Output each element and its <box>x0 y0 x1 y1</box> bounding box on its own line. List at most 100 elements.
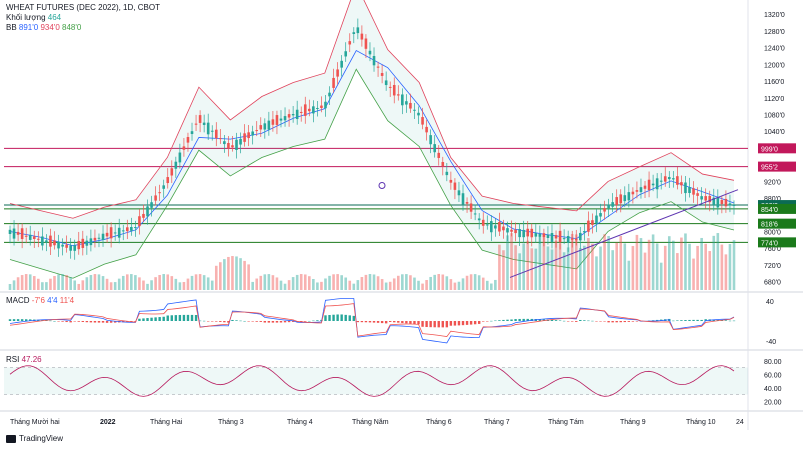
candle-body <box>498 221 501 232</box>
volume-bar <box>267 274 271 290</box>
volume-bar <box>320 281 323 290</box>
candle-body <box>20 228 24 240</box>
bb-basis-value: 891'0 <box>18 23 39 32</box>
macd-histogram-bar <box>724 320 728 321</box>
bb-lower-value: 848'0 <box>62 23 82 32</box>
candle-body <box>101 233 105 240</box>
macd-histogram-bar <box>469 321 473 325</box>
macd-histogram-bar <box>190 314 194 321</box>
volume-bar <box>728 244 732 290</box>
macd-histogram-bar <box>595 321 598 322</box>
candle-body <box>8 229 12 234</box>
candle-body <box>336 69 339 77</box>
volume-bar <box>546 246 550 290</box>
candle-body <box>182 146 186 150</box>
volume-bar <box>194 274 198 290</box>
candle-body <box>542 233 546 238</box>
macd-histogram-bar <box>554 320 558 321</box>
macd-histogram-bar <box>73 321 76 322</box>
level-tag <box>758 203 796 214</box>
candle-body <box>732 204 736 206</box>
candle-body <box>210 130 214 132</box>
volume-bar <box>150 280 153 290</box>
macd-histogram-bar <box>49 320 52 322</box>
candle-body <box>627 192 631 201</box>
price-tick-label: 1080'0 <box>764 112 785 119</box>
time-tick-label: Tháng Tám <box>548 419 584 426</box>
volume-bar <box>498 244 501 290</box>
price-tick-label: 880'0 <box>764 196 781 203</box>
macd-histogram-bar <box>20 319 24 321</box>
volume-bar <box>485 280 489 290</box>
volume-bar <box>166 274 170 290</box>
macd-histogram-bar <box>275 321 279 323</box>
candle-body <box>85 240 89 246</box>
macd-histogram-bar <box>29 319 32 321</box>
candle-body <box>275 115 279 125</box>
bb-label: BB <box>6 23 17 32</box>
macd-histogram-bar <box>619 321 622 323</box>
candle-body <box>554 235 558 239</box>
macd-histogram-bar <box>425 321 428 328</box>
macd-histogram-bar <box>215 321 218 322</box>
candle-body <box>481 219 485 226</box>
volume-bar <box>534 248 538 290</box>
candle-body <box>384 80 388 86</box>
macd-histogram-bar <box>482 321 485 322</box>
volume-bar <box>587 238 590 290</box>
macd-histogram-bar <box>53 320 56 322</box>
volume-bar <box>16 277 20 290</box>
volume-bar <box>655 243 659 290</box>
macd-histogram-bar <box>397 321 400 323</box>
candle-body <box>696 193 699 196</box>
volume-bar <box>235 256 238 290</box>
macd-hist-value: -7'6 <box>31 296 45 305</box>
volume-bar <box>368 274 372 290</box>
macd-histogram-bar <box>558 320 562 322</box>
candle-body <box>445 171 449 176</box>
macd-histogram-bar <box>186 314 190 321</box>
volume-bar <box>510 233 513 290</box>
macd-signal-value: 11'4 <box>59 296 75 305</box>
volume-bar <box>558 243 562 290</box>
volume-bar <box>117 278 121 290</box>
volume-bar <box>279 280 283 290</box>
volume-bar <box>651 234 655 290</box>
candle-body <box>684 182 687 194</box>
macd-histogram-bar <box>206 321 210 322</box>
macd-histogram-bar <box>538 319 542 321</box>
time-tick-label: Tháng Hai <box>150 419 183 426</box>
volume-bar <box>457 281 461 290</box>
macd-histogram-bar <box>591 320 594 322</box>
volume-bar <box>700 237 703 290</box>
candle-body <box>388 86 392 88</box>
tradingview-icon <box>6 434 16 443</box>
tradingview-logo[interactable]: TradingView <box>6 434 63 443</box>
volume-bar <box>109 282 113 290</box>
volume-bar <box>69 277 72 290</box>
volume-bar <box>28 274 32 290</box>
bb-upper-line <box>9 0 735 219</box>
macd-histogram-bar <box>413 321 416 325</box>
macd-histogram-bar <box>227 321 230 323</box>
candle-body <box>158 192 161 194</box>
macd-histogram-bar <box>57 321 60 322</box>
volume-bar <box>591 243 594 290</box>
candle-body <box>303 104 307 116</box>
candle-body <box>619 194 623 204</box>
volume-bar <box>712 235 716 290</box>
volume-bar <box>364 274 368 290</box>
volume-bar <box>437 274 441 290</box>
macd-histogram-bar <box>65 321 68 323</box>
macd-histogram-bar <box>130 321 133 322</box>
candle-body <box>579 232 582 241</box>
macd-histogram-bar <box>304 321 307 322</box>
volume-bar <box>631 246 635 290</box>
volume-bar <box>243 260 246 290</box>
candle-body <box>271 119 275 125</box>
candle-body <box>538 233 542 237</box>
macd-histogram-bar <box>372 321 376 323</box>
volume-bar <box>113 282 117 290</box>
bb-fill <box>10 0 734 279</box>
